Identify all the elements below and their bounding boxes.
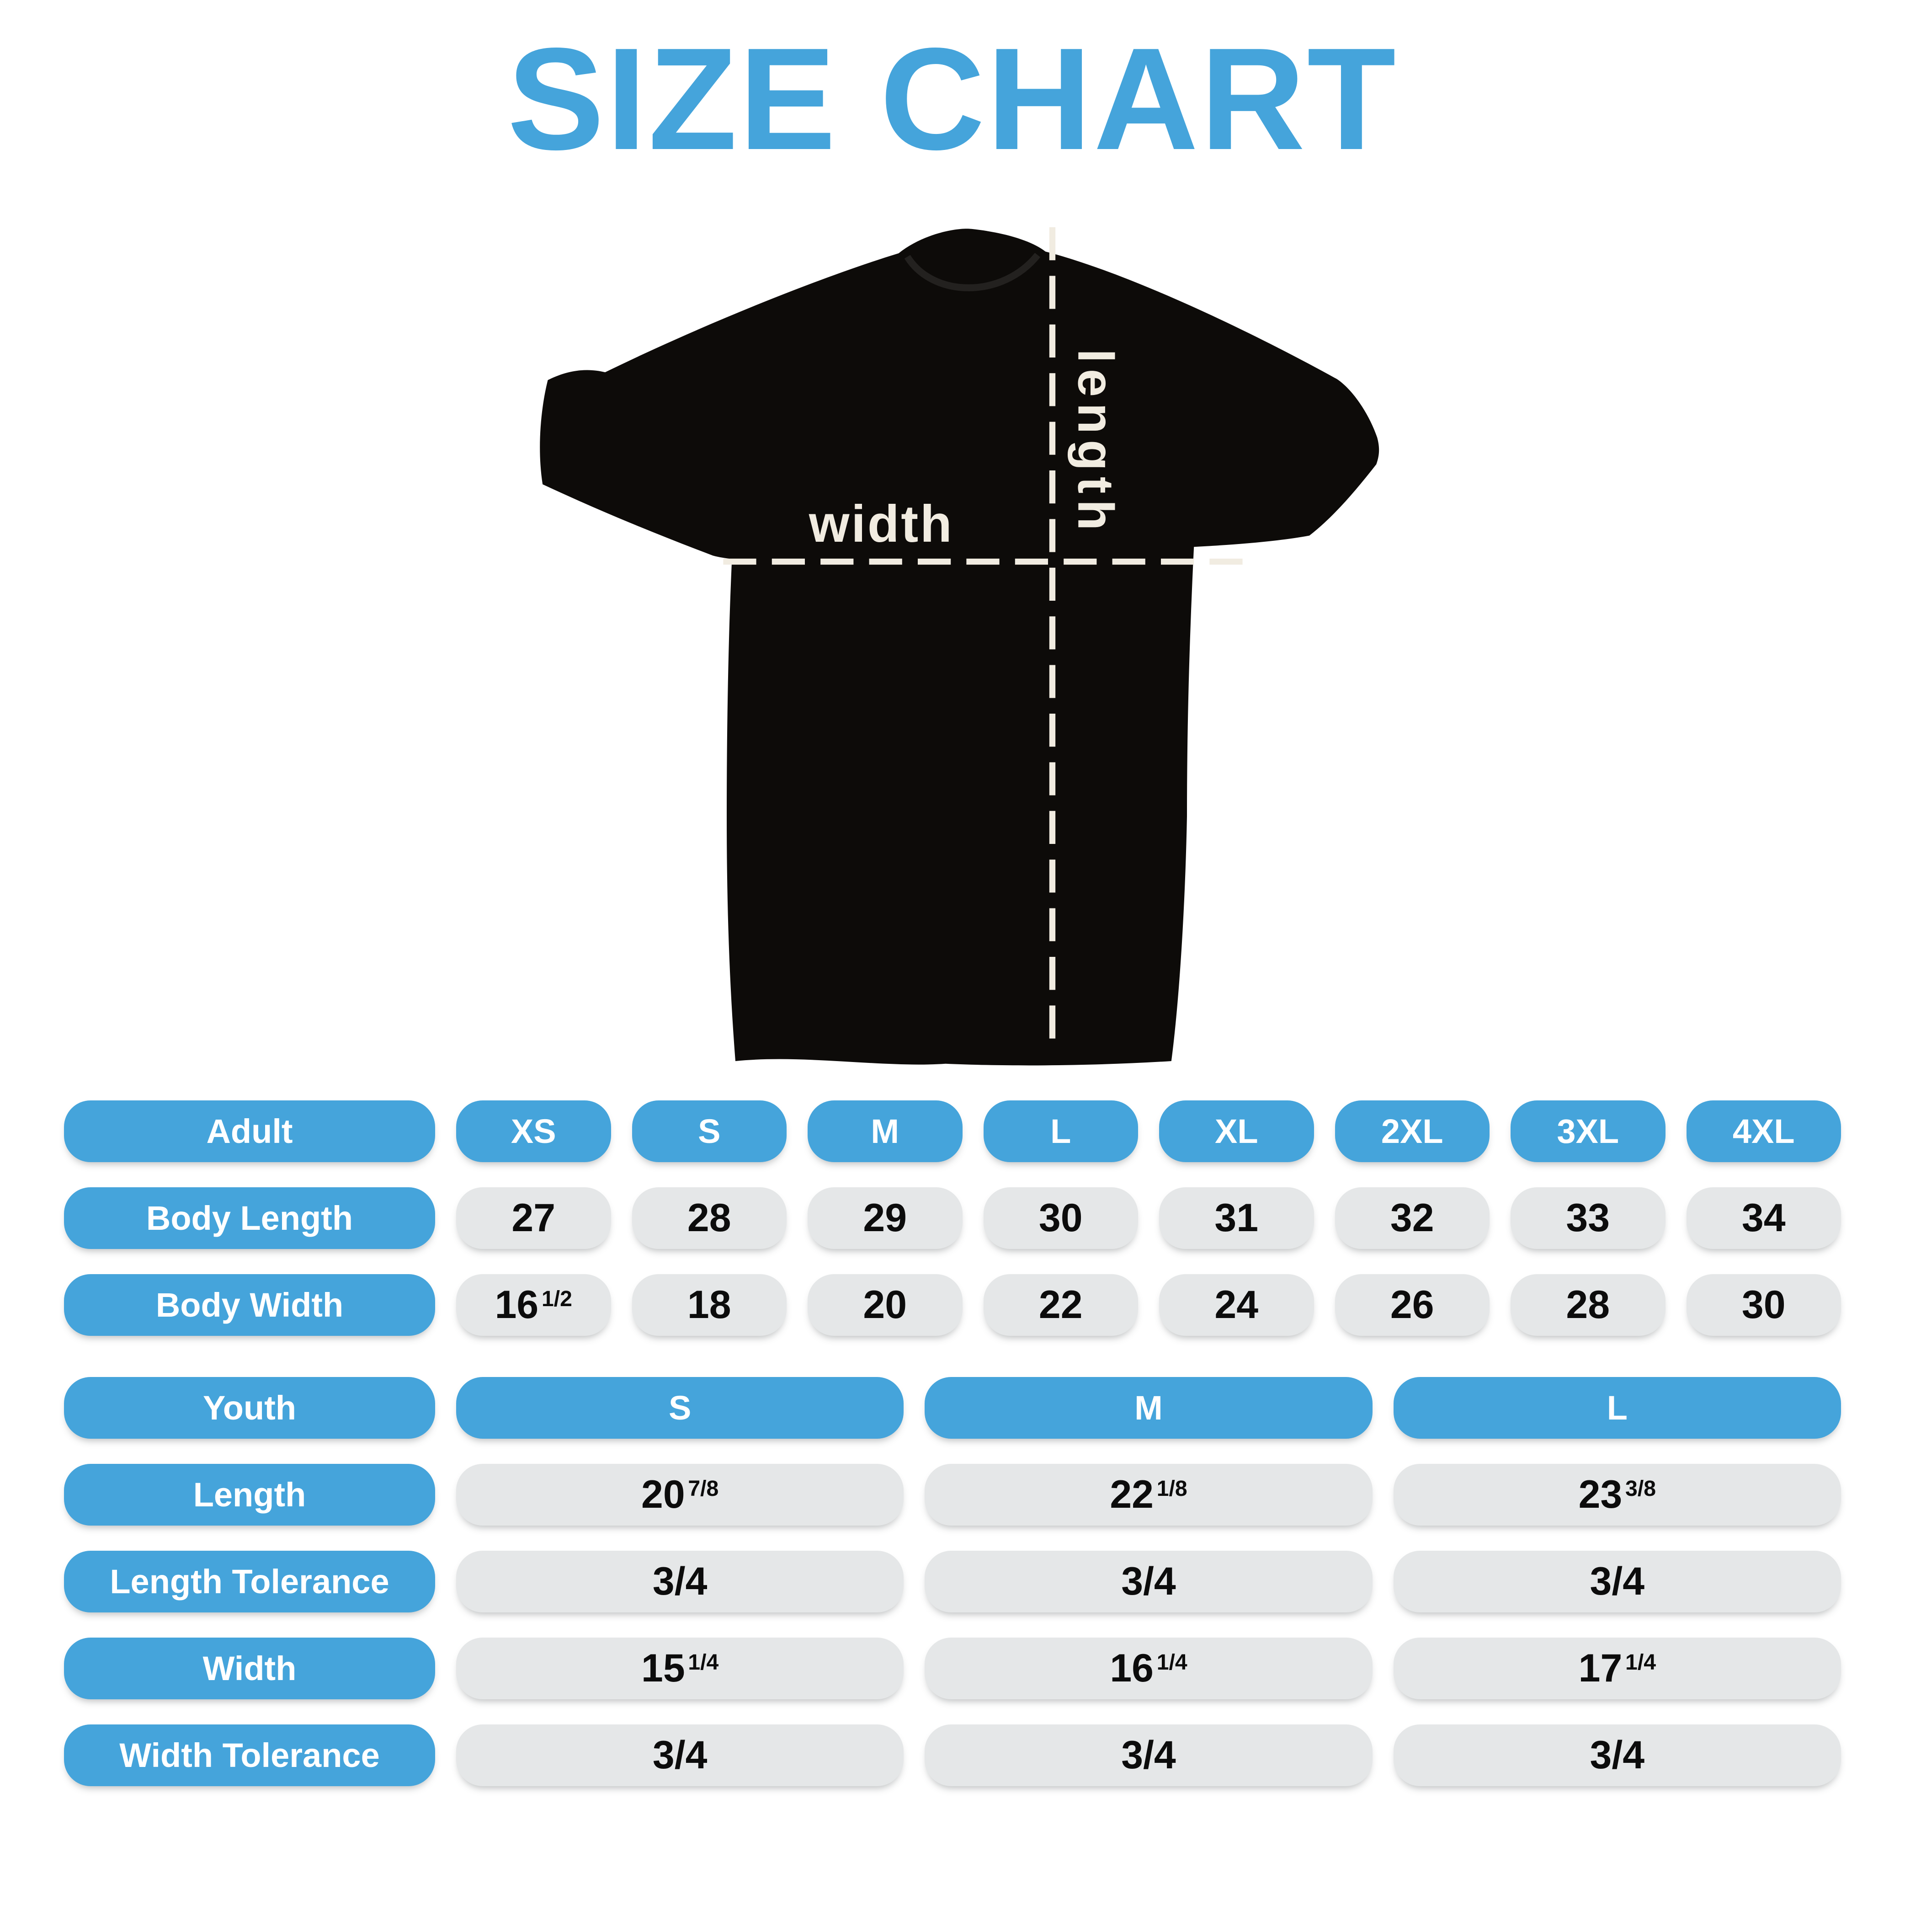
youth-length-value-l: 23 3/8 [1393,1463,1841,1526]
youth-length-value-s: 20 7/8 [456,1463,904,1526]
tshirt-graphic: width length [540,227,1379,1066]
youth-width-tolerance-label: Width Tolerance [64,1724,435,1786]
body-length-row: Body Length 27 28 29 30 31 32 33 34 [64,1187,1841,1249]
body-length-value-l: 30 [983,1187,1138,1249]
body-width-row: Body Width 16 1/2 18 20 22 24 26 28 30 [64,1274,1841,1336]
adult-size-header-xs: XS [456,1100,611,1162]
body-width-value-m: 20 [808,1274,963,1336]
tshirt-size-diagram: width length [518,219,1387,1066]
body-length-value-s: 28 [632,1187,787,1249]
youth-length-label: Length [64,1463,435,1526]
youth-length-tolerance-value-s: 3/4 [456,1550,904,1612]
body-length-value-xl: 31 [1159,1187,1314,1249]
length-label: length [1068,349,1124,536]
body-width-value-3xl: 28 [1511,1274,1666,1336]
youth-length-tolerance-value-m: 3/4 [925,1550,1373,1612]
youth-size-header-m: M [925,1377,1373,1439]
youth-header-row: Youth S M L [64,1377,1841,1439]
youth-width-tolerance-value-l: 3/4 [1393,1724,1841,1786]
adult-size-header-xl: XL [1159,1100,1314,1162]
youth-width-tolerance-value-m: 3/4 [925,1724,1373,1786]
adult-table-label: Adult [64,1100,435,1162]
body-width-value-4xl: 30 [1686,1274,1841,1336]
adult-size-header-s: S [632,1100,787,1162]
youth-length-row: Length 20 7/8 22 1/8 23 3/8 [64,1463,1841,1526]
adult-size-header-3xl: 3XL [1511,1100,1666,1162]
youth-length-value-m: 22 1/8 [925,1463,1373,1526]
adult-size-header-m: M [808,1100,963,1162]
youth-width-tolerance-row: Width Tolerance 3/4 3/4 3/4 [64,1724,1841,1786]
tshirt-collar-seam [904,253,1041,292]
tshirt-body-shape [540,229,1379,1066]
body-length-value-4xl: 34 [1686,1187,1841,1249]
youth-width-value-s: 15 1/4 [456,1637,904,1699]
youth-size-header-l: L [1393,1377,1841,1439]
adult-size-header-l: L [983,1100,1138,1162]
body-width-value-xl: 24 [1159,1274,1314,1336]
body-length-value-xs: 27 [456,1187,611,1249]
width-label: width [809,495,954,553]
adult-size-header-2xl: 2XL [1335,1100,1490,1162]
body-width-value-s: 18 [632,1274,787,1336]
adult-header-row: Adult XS S M L XL 2XL 3XL 4XL [64,1100,1841,1162]
youth-length-tolerance-label: Length Tolerance [64,1550,435,1612]
youth-table-label: Youth [64,1377,435,1439]
youth-width-label: Width [64,1637,435,1699]
size-tables: Adult XS S M L XL 2XL 3XL 4XL Body Lengt… [0,1100,1905,1786]
body-width-label: Body Width [64,1274,435,1336]
youth-width-tolerance-value-s: 3/4 [456,1724,904,1786]
body-length-label: Body Length [64,1187,435,1249]
youth-length-tolerance-row: Length Tolerance 3/4 3/4 3/4 [64,1550,1841,1612]
body-width-value-l: 22 [983,1274,1138,1336]
youth-size-header-s: S [456,1377,904,1439]
page-title: SIZE CHART [507,18,1398,180]
body-length-value-3xl: 33 [1511,1187,1666,1249]
adult-size-header-4xl: 4XL [1686,1100,1841,1162]
body-width-value-2xl: 26 [1335,1274,1490,1336]
youth-width-value-l: 17 1/4 [1393,1637,1841,1699]
youth-width-row: Width 15 1/4 16 1/4 17 1/4 [64,1637,1841,1699]
youth-width-value-m: 16 1/4 [925,1637,1373,1699]
youth-length-tolerance-value-l: 3/4 [1393,1550,1841,1612]
body-length-value-m: 29 [808,1187,963,1249]
body-width-value-xs: 16 1/2 [456,1274,611,1336]
body-length-value-2xl: 32 [1335,1187,1490,1249]
